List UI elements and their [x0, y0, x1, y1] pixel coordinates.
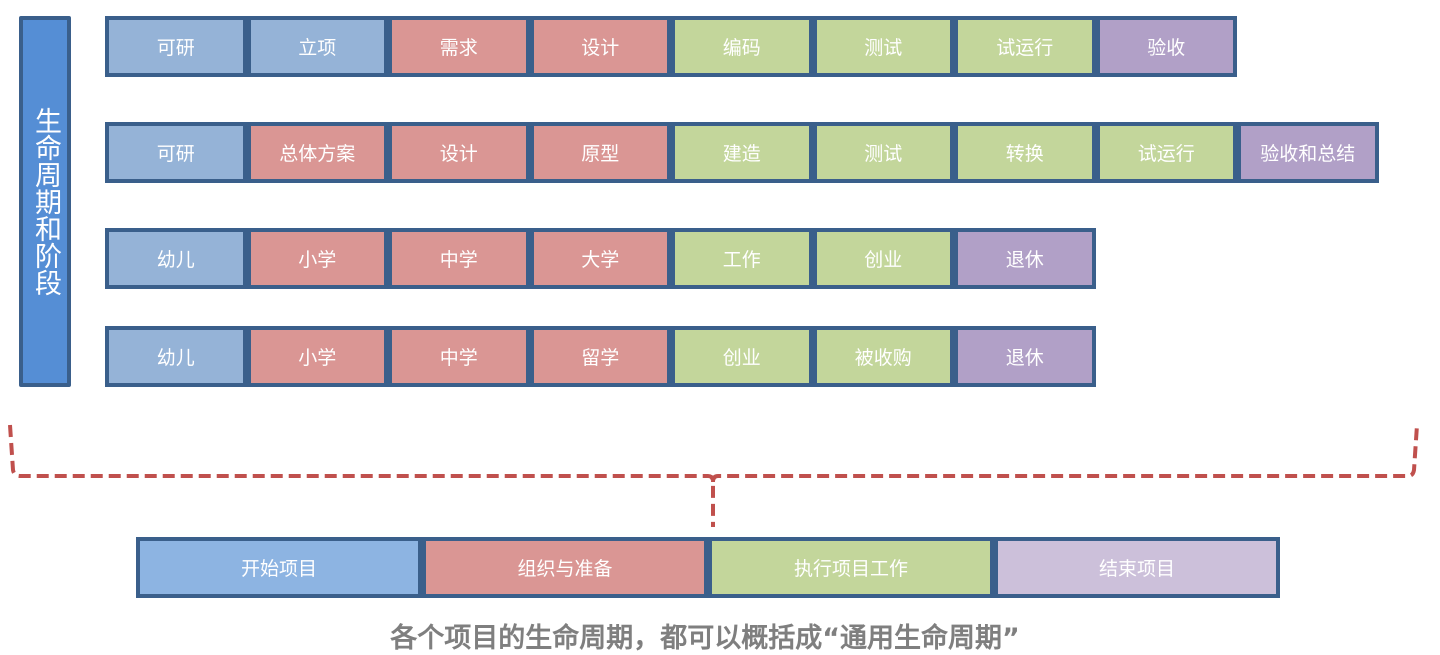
- generic-phase-cell: 执行项目工作: [708, 537, 994, 598]
- phase-cell: 可研: [105, 16, 247, 77]
- phase-cell: 验收: [1095, 16, 1237, 77]
- phase-cell: 建造: [671, 122, 813, 183]
- phase-cell: 试运行: [954, 16, 1096, 77]
- lifecycle-row: 可研 总体方案 设计 原型 建造 测试 转换 试运行 验收和总结: [105, 122, 1379, 183]
- lifecycle-row: 可研 立项 需求 设计 编码 测试 试运行 验收: [105, 16, 1237, 77]
- phase-cell: 小学: [246, 228, 388, 289]
- generic-phase-cell: 开始项目: [136, 537, 422, 598]
- phase-cell: 试运行: [1095, 122, 1237, 183]
- generic-phase-cell: 结束项目: [994, 537, 1280, 598]
- phase-cell: 测试: [812, 16, 954, 77]
- phase-cell: 设计: [388, 122, 530, 183]
- phase-cell: 创业: [671, 326, 813, 387]
- lifecycle-side-label: 生命周期和阶段: [19, 16, 71, 387]
- lifecycle-row: 幼儿 小学 中学 留学 创业 被收购 退休: [105, 326, 1096, 387]
- phase-cell: 幼儿: [105, 228, 247, 289]
- phase-cell: 立项: [246, 16, 388, 77]
- phase-cell: 原型: [529, 122, 671, 183]
- phase-cell: 验收和总结: [1237, 122, 1379, 183]
- generic-lifecycle-bar: 开始项目 组织与准备 执行项目工作 结束项目: [136, 537, 1280, 598]
- phase-cell: 创业: [812, 228, 954, 289]
- phase-cell: 幼儿: [105, 326, 247, 387]
- phase-cell: 大学: [529, 228, 671, 289]
- phase-cell: 退休: [954, 228, 1096, 289]
- side-label-text: 生命周期和阶段: [30, 107, 61, 296]
- phase-cell: 转换: [954, 122, 1096, 183]
- phase-cell: 被收购: [812, 326, 954, 387]
- phase-cell: 中学: [388, 228, 530, 289]
- phase-cell: 编码: [671, 16, 813, 77]
- lifecycle-row: 幼儿 小学 中学 大学 工作 创业 退休: [105, 228, 1096, 289]
- caption: 各个项目的生命周期，都可以概括成“通用生命周期”: [390, 623, 1020, 654]
- phase-cell: 小学: [246, 326, 388, 387]
- phase-cell: 总体方案: [246, 122, 388, 183]
- generic-phase-cell: 组织与准备: [422, 537, 708, 598]
- phase-cell: 中学: [388, 326, 530, 387]
- bracket-line: [8, 424, 1419, 527]
- phase-cell: 设计: [529, 16, 671, 77]
- phase-cell: 需求: [388, 16, 530, 77]
- phase-cell: 测试: [812, 122, 954, 183]
- phase-cell: 退休: [954, 326, 1096, 387]
- phase-cell: 工作: [671, 228, 813, 289]
- phase-cell: 可研: [105, 122, 247, 183]
- phase-cell: 留学: [529, 326, 671, 387]
